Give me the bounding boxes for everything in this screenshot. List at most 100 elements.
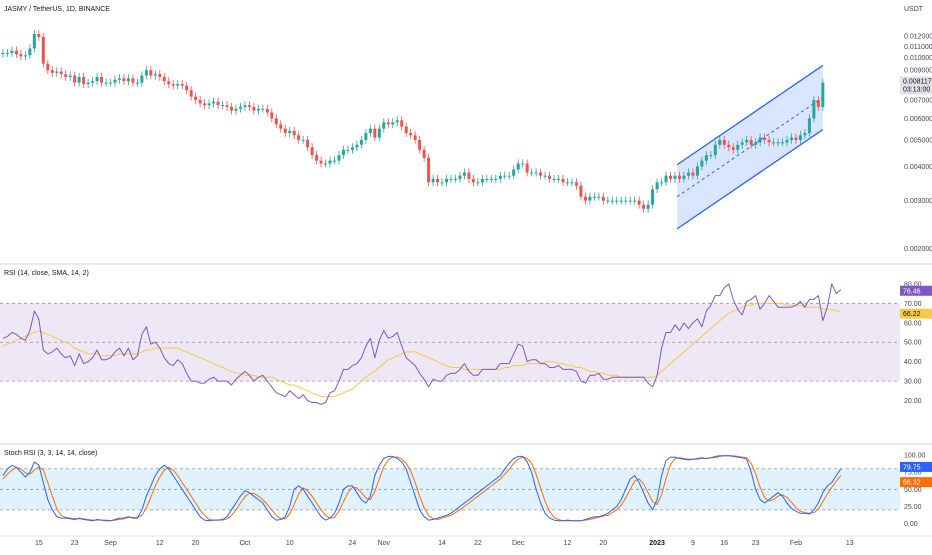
candle-body — [718, 140, 721, 145]
candle-body — [759, 138, 762, 143]
time-tick-label: Oct — [239, 540, 250, 547]
candle-body — [544, 176, 547, 177]
time-tick-label: 22 — [474, 540, 482, 547]
candle-body — [678, 176, 681, 179]
countdown-label: 03:13:00 — [903, 86, 930, 93]
candle-body — [817, 100, 820, 107]
candle-body — [508, 176, 511, 177]
candle-body — [369, 129, 372, 133]
candle-body — [620, 201, 623, 202]
candle-body — [674, 176, 677, 179]
candle-body — [494, 179, 497, 180]
candle-body — [405, 126, 408, 133]
candle-body — [638, 201, 641, 205]
candle-body — [64, 74, 67, 77]
candle-body — [575, 182, 578, 185]
candle-body — [611, 201, 614, 202]
candle-body — [181, 84, 184, 85]
candle-body — [472, 179, 475, 182]
time-tick-label: 13 — [846, 540, 854, 547]
candle-body — [584, 197, 587, 201]
candle-body — [463, 173, 466, 176]
candle-body — [136, 83, 139, 84]
candle-body — [736, 145, 739, 150]
candle-body — [745, 140, 748, 142]
candle-body — [476, 182, 479, 183]
candle-body — [105, 83, 108, 84]
candle-body — [311, 147, 314, 155]
candle-body — [261, 109, 264, 110]
price-tick-label: 0.003000 — [904, 198, 932, 205]
candle-body — [131, 78, 134, 82]
candle-body — [642, 205, 645, 209]
price-tick-label: 0.012000 — [904, 33, 932, 40]
candle-body — [51, 70, 54, 73]
candle-body — [709, 155, 712, 156]
candle-body — [194, 97, 197, 100]
candle-body — [530, 173, 533, 174]
candle-body — [355, 145, 358, 147]
candle-body — [602, 197, 605, 201]
candle-body — [73, 76, 76, 83]
candle-body — [24, 55, 27, 56]
candle-body — [754, 142, 757, 144]
candle-body — [553, 179, 556, 180]
price-tick-label: 0.005000 — [904, 137, 932, 144]
candle-body — [158, 74, 161, 77]
stoch-d-value-label: 66.32 — [903, 480, 921, 487]
candle-body — [270, 112, 273, 118]
stoch-tick-label: 25.00 — [904, 504, 922, 511]
time-tick-label: 20 — [599, 540, 607, 547]
candle-body — [669, 176, 672, 179]
candle-body — [597, 197, 600, 198]
time-tick-label: 10 — [286, 540, 294, 547]
currency-label: USDT — [904, 6, 924, 13]
candle-body — [696, 166, 699, 175]
candle-body — [212, 102, 215, 104]
candle-body — [234, 109, 237, 111]
candle-body — [499, 176, 502, 179]
candle-body — [799, 135, 802, 140]
candle-body — [230, 107, 233, 111]
rsi-ma-value-label: 66.22 — [903, 311, 921, 318]
price-tick-label: 0.010000 — [904, 55, 932, 62]
candle-body — [548, 176, 551, 179]
price-tick-label: 0.004000 — [904, 164, 932, 171]
candle-body — [691, 173, 694, 176]
candle-body — [714, 145, 717, 155]
rsi-tick-label: 30.00 — [904, 379, 922, 386]
candle-body — [37, 34, 40, 37]
candle-body — [490, 179, 493, 180]
time-tick-label: 23 — [752, 540, 760, 547]
price-tick-label: 0.006000 — [904, 116, 932, 123]
candle-body — [100, 77, 103, 83]
candle-body — [275, 118, 278, 124]
candle-body — [78, 77, 81, 83]
candle-body — [122, 78, 125, 81]
candle-body — [418, 140, 421, 150]
time-tick-label: 14 — [438, 540, 446, 547]
time-tick-label: 16 — [720, 540, 728, 547]
candle-body — [570, 182, 573, 183]
rsi-tick-label: 70.00 — [904, 301, 922, 308]
candle-body — [338, 155, 341, 161]
candle-body — [723, 140, 726, 145]
candle-body — [579, 186, 582, 197]
candle-body — [140, 76, 143, 83]
candle-body — [127, 78, 130, 81]
candle-body — [306, 140, 309, 147]
candle-body — [69, 76, 72, 77]
candle-body — [651, 189, 654, 204]
candle-body — [786, 140, 789, 142]
candle-body — [732, 147, 735, 150]
candle-body — [481, 179, 484, 182]
candle-body — [808, 118, 811, 133]
candle-body — [467, 173, 470, 179]
candle-body — [346, 150, 349, 151]
candle-body — [539, 173, 542, 176]
candle-body — [409, 133, 412, 135]
candle-body — [687, 173, 690, 176]
candle-body — [284, 129, 287, 133]
candle-body — [315, 155, 318, 161]
